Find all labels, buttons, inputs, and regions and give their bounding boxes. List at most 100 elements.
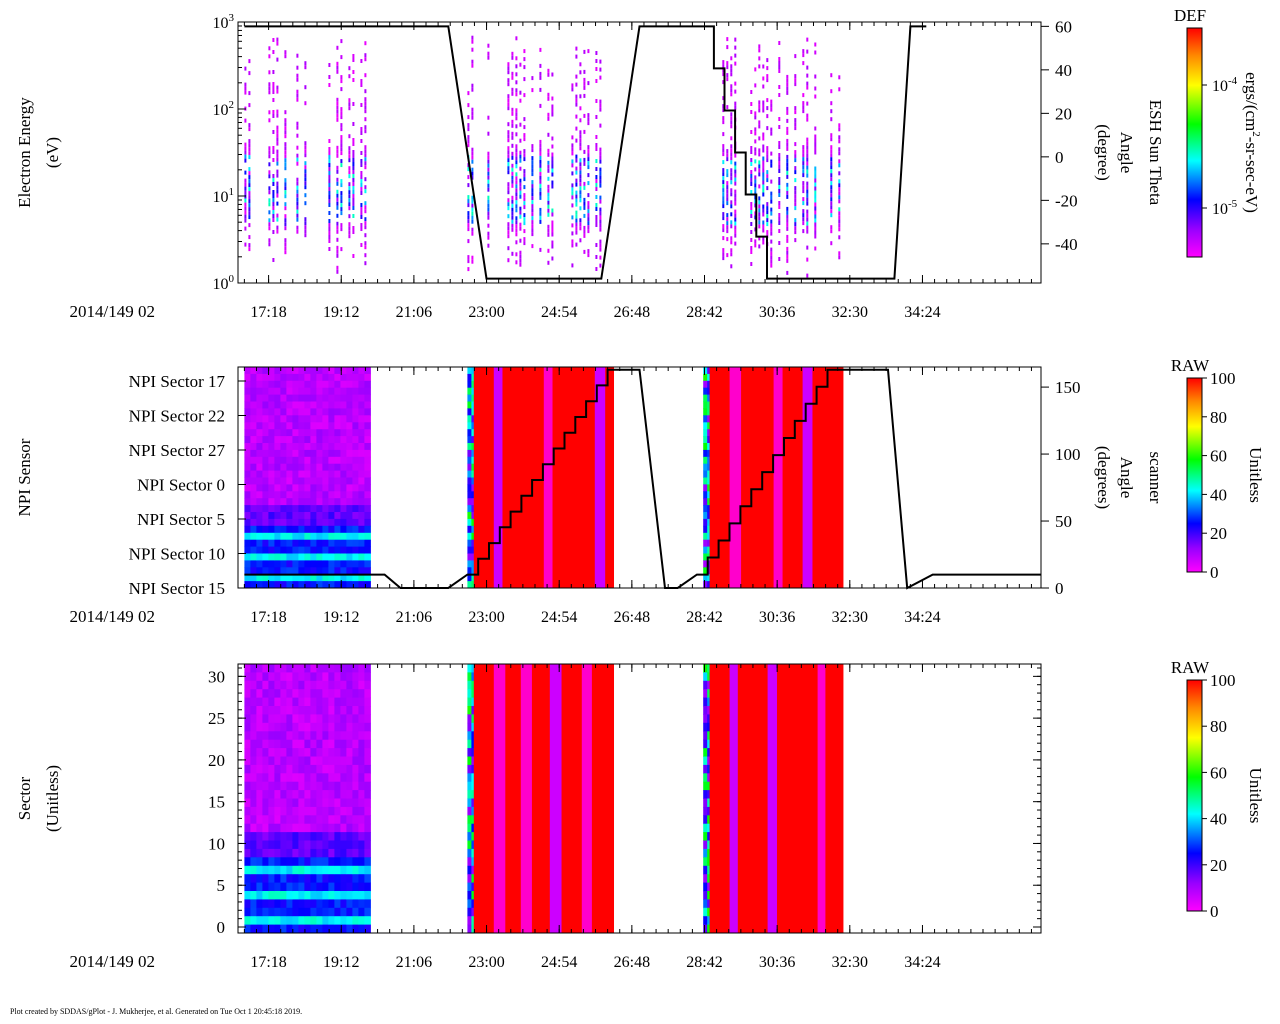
spectrum-pixel <box>328 227 331 231</box>
spectrum-cell <box>244 731 251 741</box>
spectrum-cell <box>328 567 335 575</box>
spectrum-pixel <box>471 171 474 176</box>
spectrum-cell <box>256 574 263 582</box>
spectrum-cell <box>346 857 353 867</box>
spectrum-cell <box>268 477 275 485</box>
spectrum-cell <box>316 697 323 707</box>
spectrum-pixel <box>471 111 474 116</box>
spectrum-cell <box>316 672 323 682</box>
spectrum-cell <box>703 798 708 808</box>
spectrum-pixel <box>579 238 582 243</box>
spectrum-pixel <box>336 45 339 50</box>
x-tick-label: 28:42 <box>686 609 722 626</box>
spectrum-pixel <box>770 151 773 156</box>
spectrum-pixel <box>587 253 590 258</box>
spectrum-pixel <box>304 101 307 106</box>
spectrum-pixel <box>599 75 602 80</box>
spectrum-pixel <box>583 81 586 86</box>
spectrum-cell <box>707 581 712 589</box>
spectrum-pixel <box>348 206 351 211</box>
spectrum-pixel <box>511 203 514 208</box>
spectrum-cell <box>310 680 317 690</box>
spectrum-cell <box>334 798 341 808</box>
spectrum-cell <box>340 449 347 458</box>
spectrum-cell <box>298 756 305 766</box>
spectrum-cell <box>268 823 275 833</box>
spectrum-pixel <box>487 231 490 236</box>
spectrum-cell <box>334 380 341 389</box>
spectrum-cell <box>268 484 275 492</box>
spectrum-pixel <box>838 255 841 260</box>
spectrum-cell <box>292 848 299 858</box>
spectrum-pixel <box>579 158 582 163</box>
spectrum-pixel <box>515 176 518 181</box>
spectrum-cell <box>280 706 287 715</box>
x-tick-label: 23:00 <box>468 304 504 321</box>
spectrum-cell <box>703 380 708 389</box>
spectrum-pixel <box>515 192 518 197</box>
spectrum-pixel <box>551 136 554 141</box>
spectrum-pixel <box>595 59 598 63</box>
spectrum-cell <box>280 387 287 396</box>
spectrum-cell <box>358 882 365 892</box>
spectrum-cell <box>316 443 323 451</box>
spectrum-pixel <box>762 104 765 109</box>
spectrum-pixel <box>539 187 542 192</box>
spectrum-cell <box>703 806 708 816</box>
spectrum-cell <box>292 387 299 396</box>
spectrum-cell <box>340 874 347 884</box>
spectrum-cell <box>256 436 263 444</box>
spectrum-pixel <box>575 194 578 199</box>
spectrum-cell <box>262 484 269 492</box>
spectrum-cell <box>703 477 708 485</box>
spectrum-cell <box>352 394 359 403</box>
spectrum-pixel <box>511 207 514 212</box>
spectrum-pixel <box>328 163 331 167</box>
spectrum-pixel <box>758 212 761 217</box>
spectrum-pixel <box>248 171 251 176</box>
spectrogram-sector <box>244 664 844 934</box>
spectrum-cell <box>358 798 365 808</box>
spectrum-cell <box>280 422 287 430</box>
spectrum-pixel <box>730 56 733 61</box>
spectrum-pixel <box>730 124 733 129</box>
spectrum-cell <box>292 714 299 724</box>
spectrum-pixel <box>722 148 725 153</box>
spectrum-cell <box>346 539 353 548</box>
spectrum-pixel <box>340 147 343 152</box>
y-tick-label: NPI Sector 15 <box>129 579 225 598</box>
spectrum-cell <box>707 373 712 382</box>
spectrum-pixel <box>758 160 761 165</box>
spectrum-cell <box>358 672 365 682</box>
spectrum-pixel <box>802 209 805 214</box>
spectrum-cell <box>358 874 365 884</box>
spectrum-cell <box>280 394 287 403</box>
spectrum-cell <box>340 857 347 867</box>
spectrum-cell <box>256 781 263 791</box>
spectrum-pixel <box>722 228 725 233</box>
colorbar-tick-label: 60 <box>1210 447 1227 466</box>
spectrum-cell <box>328 832 335 842</box>
spectrum-cell <box>358 367 365 375</box>
spectrum-pixel <box>758 196 761 201</box>
spectrum-cell <box>262 874 269 884</box>
spectrum-cell <box>268 756 275 766</box>
spectrum-pixel <box>579 174 582 179</box>
spectrum-pixel <box>471 255 474 260</box>
spectrum-pixel <box>336 245 339 250</box>
spectrum-cell <box>328 840 335 850</box>
spectrum-pixel <box>754 127 757 132</box>
gap-stripe <box>802 367 813 588</box>
spectrum-pixel <box>272 114 275 118</box>
spectrum-pixel <box>730 112 733 117</box>
spectrum-pixel <box>539 175 542 180</box>
spectrum-cell <box>471 498 476 506</box>
spectrum-pixel <box>750 162 753 166</box>
spectrum-cell <box>274 815 281 825</box>
spectrum-pixel <box>284 118 287 123</box>
spectrum-cell <box>334 731 341 741</box>
spectrum-cell <box>328 484 335 492</box>
spectrum-cell <box>322 367 329 375</box>
spectrum-cell <box>471 443 476 451</box>
spectrum-cell <box>316 840 323 850</box>
